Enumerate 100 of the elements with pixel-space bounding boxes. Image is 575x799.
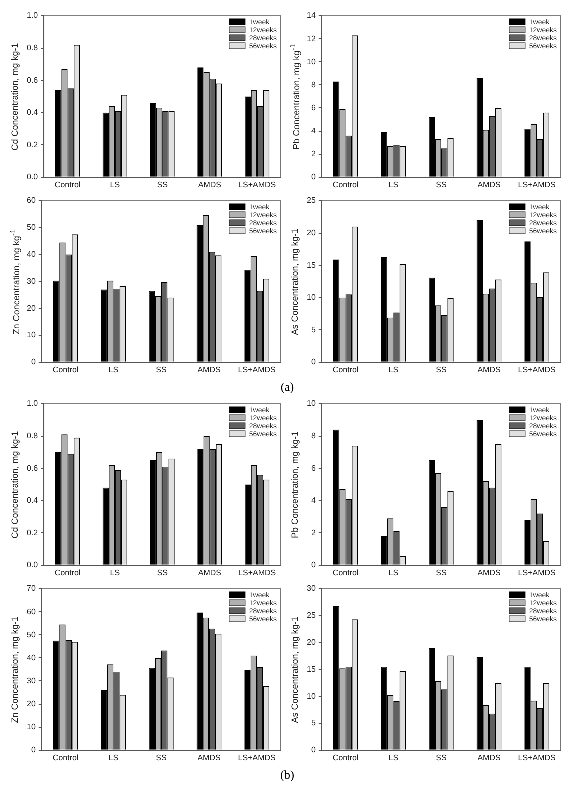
x-tick-label: LS+AMDS	[518, 568, 556, 578]
y-tick-label: 20	[26, 304, 36, 313]
y-tick-label: 10	[306, 692, 316, 701]
y-axis-title: As Concentration, mg kg-1	[290, 228, 300, 335]
y-tick-label: 0.0	[26, 560, 39, 570]
x-tick-label: AMDS	[198, 568, 222, 578]
y-tick-label: 8	[311, 431, 316, 440]
y-tick-label: 10	[26, 722, 36, 732]
x-tick-label: LS	[108, 753, 119, 762]
y-tick-label: 20	[26, 699, 36, 708]
y-tick-label: 10	[306, 57, 316, 66]
x-tick-label: SS	[436, 568, 447, 578]
text: (b)	[280, 767, 296, 784]
y-tick-label: 0.2	[26, 528, 39, 538]
y-tick-label: 25	[306, 196, 316, 206]
text: (a)	[280, 379, 296, 396]
x-tick-label: LS+AMDS	[238, 753, 276, 762]
x-tick-label: SS	[436, 180, 447, 190]
y-tick-label: 0.6	[26, 76, 39, 85]
y-tick-label: 0	[31, 358, 36, 367]
y-tick-label: 15	[306, 260, 316, 270]
y-tick-label: 12	[306, 34, 316, 44]
x-tick-label: SS	[156, 753, 167, 762]
x-tick-label: Control	[332, 568, 359, 578]
x-tick-label: Control	[332, 753, 359, 762]
x-tick-label: AMDS	[198, 180, 222, 190]
y-axis-title: Cd Concentration, mg kg-1	[10, 430, 20, 538]
y-tick-label: 60	[26, 196, 36, 206]
y-tick-label: 14	[306, 11, 316, 20]
x-tick-label: SS	[157, 568, 168, 578]
y-tick-label: 10	[306, 293, 316, 302]
x-tick-label: Control	[332, 365, 359, 374]
y-tick-label: 15	[306, 664, 316, 674]
y-tick-label: 8	[311, 80, 316, 90]
y-tick-label: 25	[306, 611, 316, 620]
y-tick-label: 30	[26, 676, 36, 686]
y-tick-label: 0.4	[26, 108, 39, 118]
x-tick-label: LS+AMDS	[238, 568, 276, 578]
y-tick-label: 60	[26, 607, 36, 616]
y-tick-label: 30	[26, 276, 36, 286]
x-tick-label: LS	[110, 180, 120, 190]
y-tick-label: 70	[26, 584, 36, 594]
x-tick-label: Control	[54, 180, 81, 190]
x-tick-label: AMDS	[478, 365, 501, 374]
y-tick-label: 30	[306, 584, 316, 594]
x-tick-label: LS+AMDS	[238, 180, 276, 190]
x-tick-label: LS	[110, 568, 120, 578]
x-tick-label: LS	[388, 568, 399, 578]
x-tick-label: Control	[54, 568, 81, 578]
y-tick-label: 0.6	[26, 464, 39, 473]
y-tick-label: 0	[311, 358, 316, 367]
y-tick-label: 1.0	[26, 11, 39, 20]
y-tick-label: 0	[311, 172, 316, 182]
y-axis-title: Pb Concentration, mg kg-1	[290, 430, 300, 538]
x-tick-label: AMDS	[198, 365, 221, 374]
y-tick-label: 0.4	[26, 496, 39, 506]
x-tick-label: LS+AMDS	[518, 753, 556, 762]
y-tick-label: 50	[26, 223, 36, 232]
y-tick-label: 5	[311, 718, 316, 728]
y-tick-label: 6	[311, 103, 316, 112]
x-tick-label: Control	[332, 180, 359, 190]
x-tick-label: LS+AMDS	[518, 180, 556, 190]
x-tick-label: AMDS	[478, 180, 501, 190]
x-tick-label: LS	[388, 753, 399, 762]
y-tick-label: 0	[31, 746, 36, 755]
y-tick-label: 20	[306, 228, 316, 238]
y-axis-title: Zn Concentration, mg kg-1	[10, 616, 20, 723]
y-tick-label: 0.2	[26, 140, 39, 150]
y-tick-label: 4	[311, 496, 316, 506]
x-tick-label: SS	[436, 365, 447, 374]
y-tick-label: 20	[306, 638, 316, 648]
x-tick-label: LS+AMDS	[238, 365, 276, 374]
y-tick-label: 1.0	[26, 399, 39, 408]
y-tick-label: 40	[26, 250, 36, 260]
x-tick-label: Control	[52, 753, 79, 762]
y-tick-label: 40	[26, 653, 36, 662]
y-tick-label: 4	[311, 126, 316, 136]
x-tick-label: LS	[108, 365, 119, 374]
y-tick-label: 2	[311, 150, 316, 159]
y-tick-label: 10	[26, 330, 36, 340]
x-tick-label: LS	[388, 365, 399, 374]
y-tick-label: 5	[311, 325, 316, 334]
y-tick-label: 6	[311, 464, 316, 473]
y-axis-title: As Concentration, mg kg-1	[290, 616, 300, 723]
y-tick-label: 0.0	[26, 172, 39, 182]
y-axis-title: Cd Concentration, mg kg-1	[10, 42, 20, 150]
x-tick-label: AMDS	[198, 753, 221, 762]
y-tick-label: 0	[311, 560, 316, 570]
x-tick-label: SS	[157, 180, 168, 190]
x-tick-label: Control	[52, 365, 79, 374]
x-tick-label: SS	[156, 365, 167, 374]
x-tick-label: LS	[388, 180, 399, 190]
y-tick-label: 0.8	[26, 431, 39, 440]
y-tick-label: 50	[26, 630, 36, 640]
x-tick-label: LS+AMDS	[518, 365, 556, 374]
y-tick-label: 0.8	[26, 43, 39, 52]
x-tick-label: AMDS	[478, 753, 501, 762]
y-tick-label: 2	[311, 528, 316, 538]
y-tick-label: 10	[306, 399, 316, 408]
y-tick-label: 0	[311, 746, 316, 755]
